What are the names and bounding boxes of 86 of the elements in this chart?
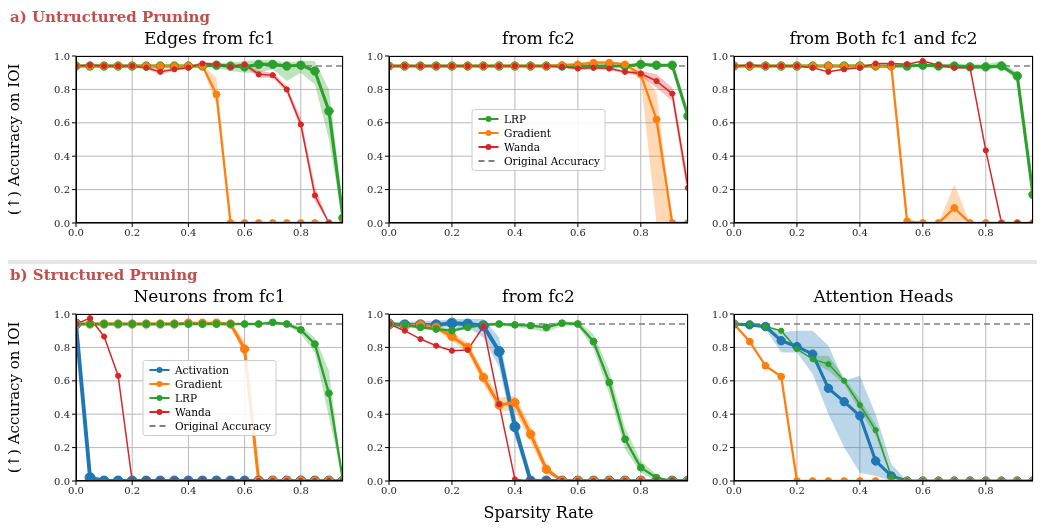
y-tick-label: 0.4 [367,150,383,162]
y-tick-label: 0.4 [712,150,728,162]
legend-label: LRP [175,390,197,405]
y-tick-label: 0.0 [54,217,70,229]
x-tick-label: 0.4 [506,485,523,497]
y-tick-label: 0.8 [54,83,70,95]
y-tick-label: 0.8 [712,83,728,95]
x-tick-label: 0.8 [977,227,994,239]
y-tick-label: 0.2 [712,184,728,196]
y-tick-label: 0.0 [367,475,383,487]
y-tick-label: 0.4 [367,408,383,420]
y-tick-label: 0.6 [54,117,70,129]
x-tick-label: 0.0 [68,485,84,497]
y-tick-label: 0.8 [712,341,728,353]
legend-label: LRP [504,111,526,126]
y-tick-label: 0.2 [367,442,383,454]
x-tick-label: 0.2 [124,227,141,239]
x-tick-label: 0.2 [788,485,805,497]
x-tick-label: 0.4 [180,227,197,239]
y-tick-label: 1.0 [367,308,383,320]
y-tick-label: 0.6 [54,375,70,387]
x-tick-label: 0.4 [851,485,868,497]
chart-title: from Both fc1 and fc2 [789,28,978,48]
x-tick-label: 0.4 [180,485,197,497]
y-tick-label: 1.0 [367,50,383,62]
x-tick-label: 0.6 [236,227,253,239]
legend-label: Gradient [504,125,551,140]
x-tick-label: 0.6 [914,227,931,239]
x-tick-label: 0.6 [914,485,931,497]
y-tick-label: 0.6 [712,117,728,129]
text: b) Structured Pruning [10,266,198,284]
x-tick-label: 0.6 [236,485,253,497]
chart-title: Edges from fc1 [143,28,276,48]
y-tick-label: 1.0 [54,308,70,320]
legend-label: Activation [175,362,229,377]
x-axis-title: Sparsity Rate [483,503,594,522]
y-tick-label: 0.4 [712,408,728,420]
x-tick-label: 0.4 [851,227,868,239]
x-tick-label: 0.8 [977,485,994,497]
y-tick-label: 0.0 [712,217,728,229]
chart-title: from fc2 [502,286,575,306]
x-tick-label: 0.0 [381,227,397,239]
legend-label: Wanda [175,404,211,419]
x-tick-label: 0.0 [68,227,84,239]
chart-title: Neurons from fc1 [133,286,286,306]
x-tick-label: 0.0 [381,485,397,497]
x-tick-label: 0.2 [788,227,805,239]
y-tick-label: 0.2 [367,184,383,196]
x-tick-label: 0.8 [292,227,309,239]
y-tick-label: 1.0 [712,50,728,62]
y-tick-label: 0.4 [54,408,70,420]
y-tick-label: 0.0 [367,217,383,229]
legend-label: Original Accuracy [504,153,600,168]
x-tick-label: 0.0 [726,485,742,497]
legend-label: Gradient [175,376,222,391]
text: a) Untructured Pruning [10,8,210,26]
x-tick-label: 0.6 [569,227,586,239]
y-tick-label: 1.0 [54,50,70,62]
y-tick-label: 0.8 [367,83,383,95]
y-tick-label: 1.0 [712,308,728,320]
chart-title: from fc2 [502,28,575,48]
y-axis-title: (↑) Accuracy on IOI [5,321,24,474]
y-tick-label: 0.6 [367,375,383,387]
y-tick-label: 0.8 [54,341,70,353]
y-tick-label: 0.0 [712,475,728,487]
x-tick-label: 0.2 [124,485,141,497]
y-axis-title: (↑) Accuracy on IOI [5,63,24,216]
y-tick-label: 0.6 [712,375,728,387]
y-tick-label: 0.2 [54,442,70,454]
x-tick-label: 0.8 [292,485,309,497]
x-tick-label: 0.8 [632,485,649,497]
legend-label: Wanda [504,139,540,154]
x-tick-label: 0.2 [443,485,460,497]
y-tick-label: 0.2 [54,184,70,196]
y-tick-label: 0.4 [54,150,70,162]
legend-label: Original Accuracy [175,418,271,433]
x-tick-label: 0.8 [632,227,649,239]
x-tick-label: 0.0 [726,227,742,239]
x-tick-label: 0.2 [443,227,460,239]
chart-title: Attention Heads [813,286,954,306]
y-tick-label: 0.6 [367,117,383,129]
y-tick-label: 0.0 [54,475,70,487]
y-tick-label: 0.2 [712,442,728,454]
y-tick-label: 0.8 [367,341,383,353]
x-tick-label: 0.4 [506,227,523,239]
x-tick-label: 0.6 [569,485,586,497]
